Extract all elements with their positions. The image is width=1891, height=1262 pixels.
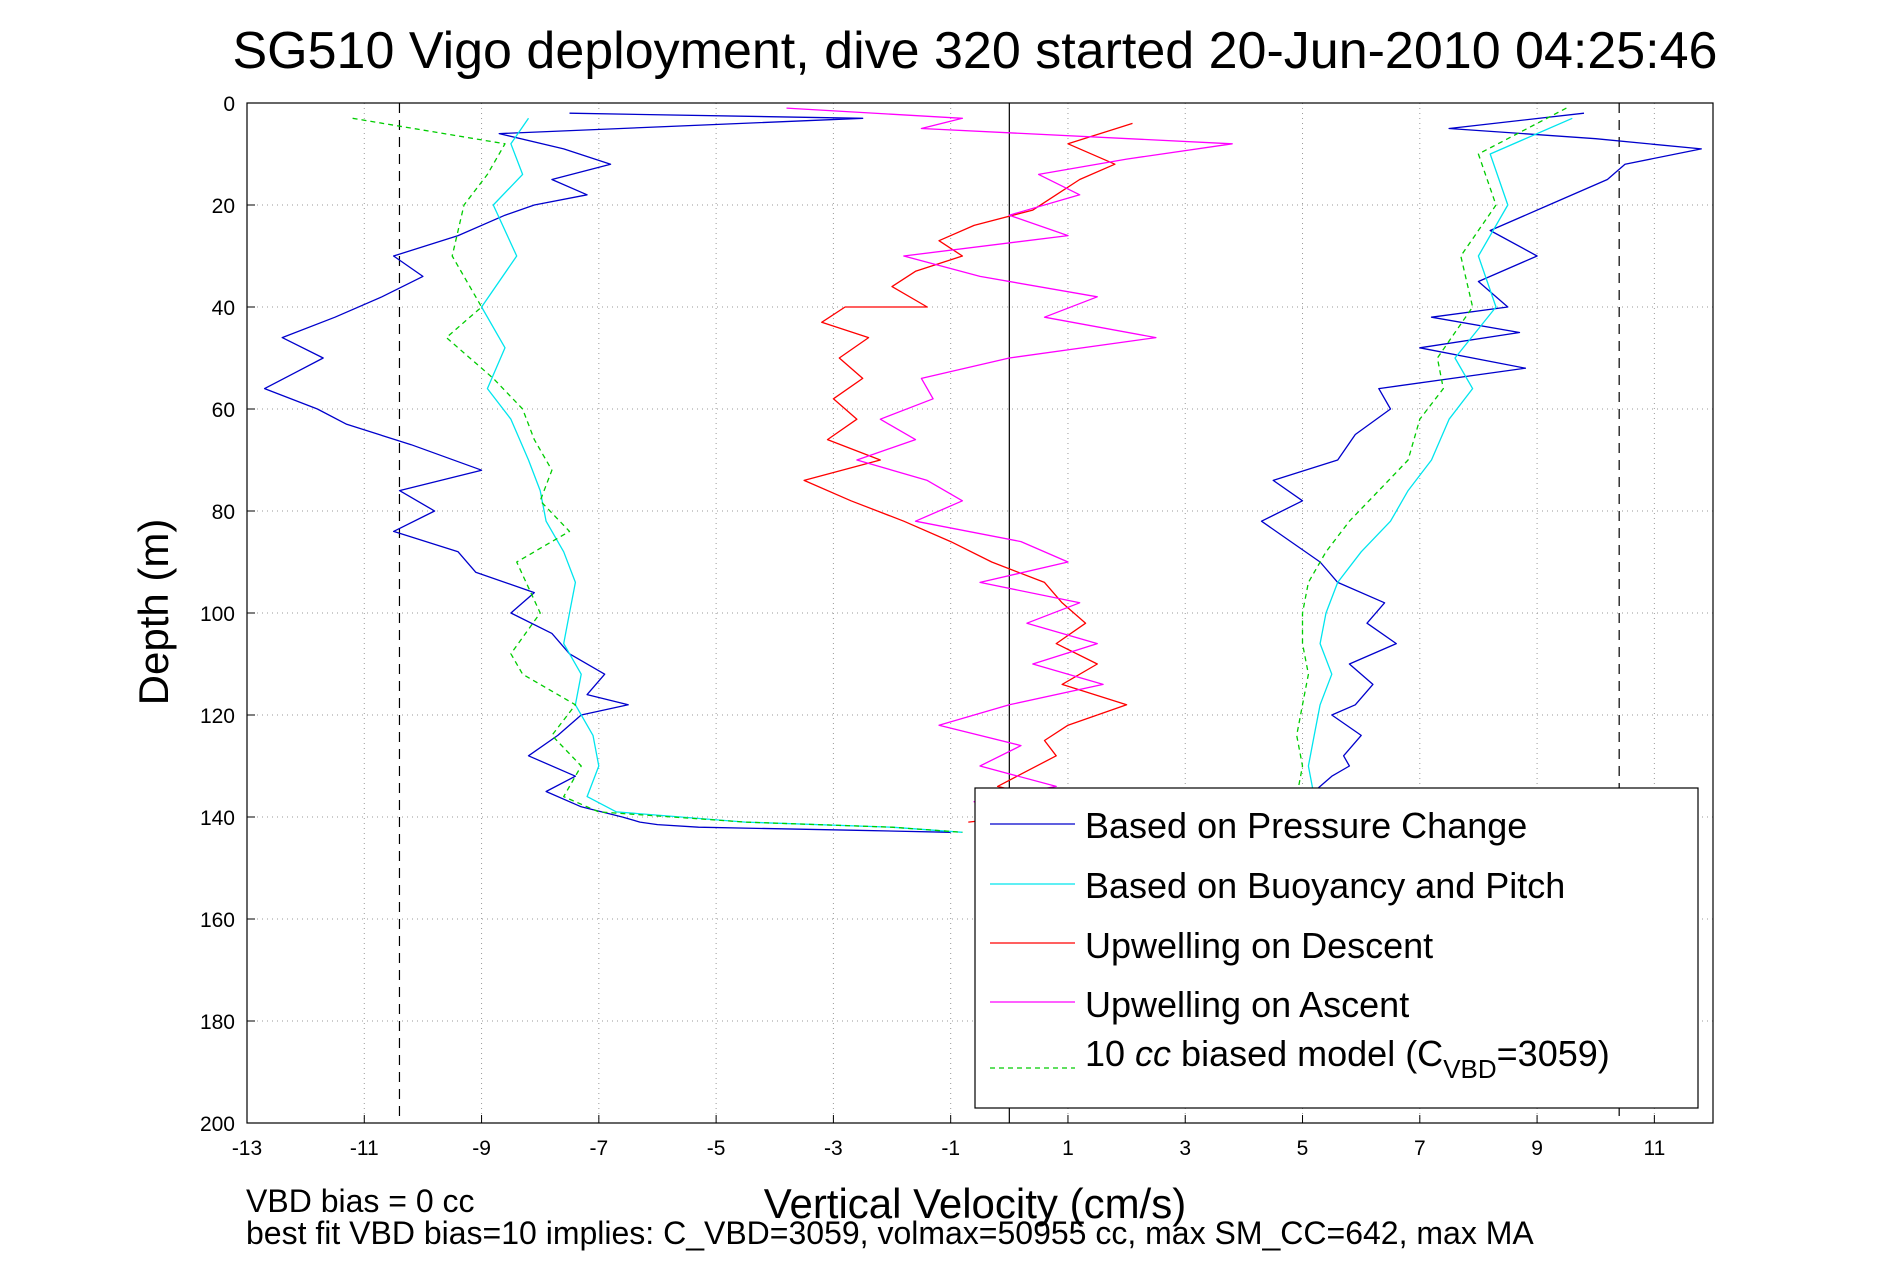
x-tick-label-2: -9 — [472, 1137, 491, 1160]
legend: Based on Pressure Change Based on Buoyan… — [974, 787, 1699, 1109]
x-tick-label-3: -7 — [589, 1137, 608, 1160]
x-tick-label-0: -13 — [232, 1137, 262, 1160]
x-tick-label-1: -11 — [350, 1137, 379, 1160]
x-tick-labels: -13 -11 -9 -7 -5 -3 -1 1 3 5 7 9 11 — [232, 1137, 1665, 1160]
series-line-2 — [803, 122, 1133, 823]
y-tick-label-6: 120 — [200, 705, 235, 728]
x-tick-label-8: 3 — [1179, 1137, 1191, 1160]
series-group — [263, 107, 1702, 833]
legend-label-biased: 10 cc biased model (CVBD=3059) — [1085, 1033, 1610, 1084]
legend-label-buoyancy: Based on Buoyancy and Pitch — [1085, 865, 1565, 906]
y-tick-label-7: 140 — [200, 807, 235, 830]
best-fit-note: best fit VBD bias=10 implies: C_VBD=3059… — [246, 1215, 1534, 1251]
series-line-0 — [263, 112, 951, 833]
x-tick-label-12: 11 — [1643, 1137, 1665, 1160]
vbd-bias-note: VBD bias = 0 cc — [246, 1183, 475, 1219]
x-tick-label-9: 5 — [1297, 1137, 1309, 1160]
series-line-1 — [480, 117, 963, 833]
x-tick-label-5: -3 — [824, 1137, 843, 1160]
plot-frame — [246, 102, 1714, 1124]
legend-label-descent: Upwelling on Descent — [1085, 925, 1433, 966]
x-tick-label-6: -1 — [941, 1137, 960, 1160]
x-tick-label-7: 1 — [1062, 1137, 1074, 1160]
y-tick-label-2: 40 — [212, 297, 235, 320]
legend-box — [974, 787, 1699, 1109]
legend-label-ascent: Upwelling on Ascent — [1085, 984, 1409, 1025]
series-line-1-ascent — [1307, 117, 1573, 833]
y-tick-labels: 0 20 40 60 80 100 120 140 160 180 200 — [200, 93, 235, 1136]
y-tick-label-8: 160 — [200, 909, 235, 932]
y-tick-label-10: 200 — [200, 1113, 235, 1136]
y-tick-label-5: 100 — [200, 603, 235, 626]
y-tick-label-4: 80 — [212, 501, 235, 524]
y-tick-label-3: 60 — [212, 399, 235, 422]
x-tick-label-11: 9 — [1531, 1137, 1543, 1160]
x-tick-label-10: 7 — [1414, 1137, 1426, 1160]
x-axis-label: Vertical Velocity (cm/s) — [764, 1180, 1186, 1227]
y-tick-label-1: 20 — [212, 195, 235, 218]
y-tick-label-0: 0 — [223, 93, 235, 116]
series-line-4-ascent — [1296, 107, 1567, 818]
chart-title: SG510 Vigo deployment, dive 320 started … — [233, 22, 1718, 80]
y-tick-label-9: 180 — [200, 1011, 235, 1034]
series-line-0-ascent — [1260, 112, 1702, 808]
series-line-3 — [786, 107, 1233, 818]
series-line-4 — [352, 117, 963, 833]
legend-label-pressure: Based on Pressure Change — [1085, 805, 1527, 846]
y-axis-label: Depth (m) — [130, 519, 177, 706]
x-tick-label-4: -5 — [707, 1137, 726, 1160]
